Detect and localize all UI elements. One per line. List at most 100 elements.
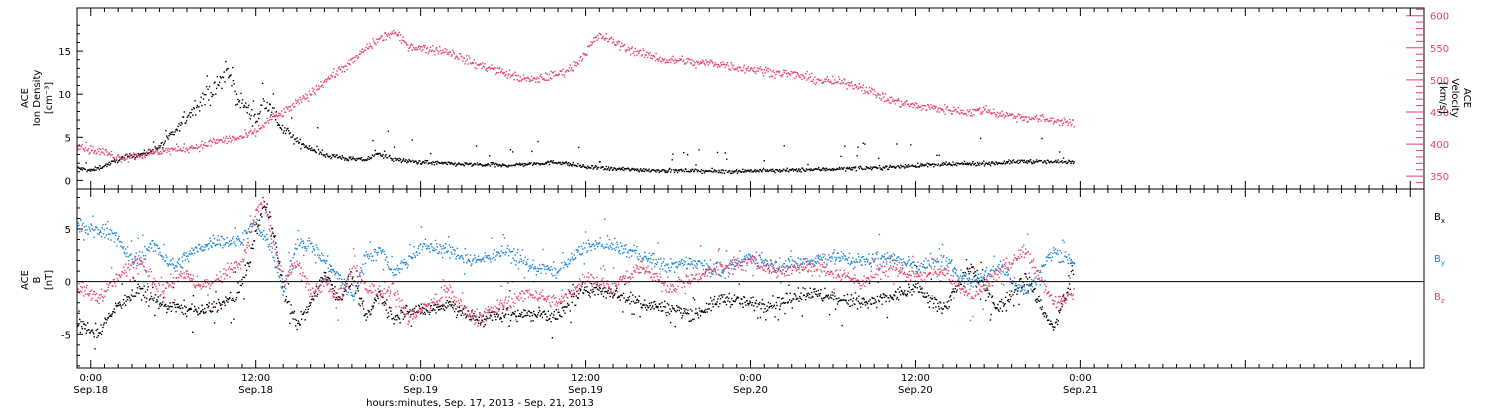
velocity-point — [507, 74, 509, 77]
by-point — [121, 246, 123, 249]
bx-point — [935, 299, 938, 301]
bx-point — [356, 287, 359, 290]
density-point — [1018, 159, 1020, 161]
velocity-point — [791, 72, 793, 74]
bx-point — [370, 313, 372, 315]
by-point — [338, 274, 340, 276]
density-point — [81, 169, 83, 171]
density-point — [1002, 163, 1004, 165]
velocity-point — [643, 56, 646, 59]
velocity-point — [311, 87, 314, 89]
bx-point — [862, 303, 864, 305]
bx-point — [211, 303, 213, 305]
bx-point — [600, 291, 602, 293]
by-point — [271, 247, 274, 249]
density-point — [420, 163, 423, 165]
velocity-tick-label: 350 — [1430, 172, 1449, 183]
bx-point — [287, 283, 290, 285]
by-point — [233, 243, 236, 245]
density-point — [258, 113, 261, 115]
bx-point — [404, 307, 407, 309]
velocity-point — [348, 63, 350, 65]
bx-point — [743, 295, 745, 298]
bx-point — [827, 294, 829, 296]
bx-point — [78, 310, 80, 312]
by-point — [406, 267, 409, 269]
by-point — [160, 255, 163, 257]
bx-point — [223, 300, 225, 302]
density-point — [218, 84, 220, 87]
by-point — [350, 294, 353, 296]
bx-point — [404, 316, 406, 318]
velocity-point — [152, 153, 155, 155]
by-point — [138, 250, 141, 253]
velocity-point — [399, 40, 401, 42]
density-point — [84, 168, 87, 171]
bx-point — [1054, 326, 1056, 328]
bx-point — [592, 290, 595, 293]
by-point — [122, 246, 125, 248]
bx-point — [509, 319, 512, 322]
velocity-point — [138, 155, 140, 157]
density-point — [410, 160, 413, 163]
bx-point — [105, 322, 107, 324]
bx-point — [277, 257, 279, 259]
bx-point — [813, 291, 815, 293]
density-point — [491, 163, 493, 166]
density-point — [967, 163, 969, 166]
by-point — [417, 247, 419, 250]
density-point — [168, 135, 170, 137]
velocity-point — [196, 148, 199, 150]
density-point — [304, 145, 307, 148]
density-point — [185, 120, 188, 122]
density-point — [551, 161, 553, 163]
bx-point — [190, 308, 193, 310]
density-point — [1016, 161, 1018, 163]
bx-point — [110, 315, 113, 317]
density-point — [344, 157, 347, 160]
density-point — [346, 159, 348, 161]
density-point — [776, 169, 778, 171]
bx-point — [786, 293, 788, 295]
velocity-point — [232, 137, 235, 139]
by-point — [259, 232, 262, 234]
bx-point — [128, 297, 131, 299]
by-point — [112, 232, 115, 235]
density-point — [879, 167, 881, 169]
density-point — [724, 152, 726, 154]
by-point — [413, 246, 415, 248]
by-point — [486, 256, 488, 258]
bx-point — [1049, 323, 1051, 325]
bx-point — [208, 305, 210, 307]
density-point — [932, 163, 934, 165]
bx-point — [154, 294, 157, 296]
velocity-point — [637, 52, 640, 54]
velocity-point — [77, 149, 80, 151]
density-point — [512, 151, 514, 153]
density-point — [392, 158, 394, 160]
by-point — [260, 235, 262, 237]
bx-point — [588, 294, 590, 296]
density-point — [466, 163, 469, 165]
bx-point — [744, 301, 746, 304]
bx-point — [881, 303, 883, 305]
bx-point — [487, 317, 489, 320]
bx-point — [164, 304, 166, 306]
velocity-point — [463, 57, 465, 59]
by-point — [150, 247, 153, 249]
velocity-point — [103, 152, 105, 154]
velocity-point — [561, 70, 563, 72]
density-point — [740, 171, 742, 173]
by-point — [89, 230, 91, 232]
by-point — [216, 239, 218, 241]
velocity-axis-label-line1: ACE — [1461, 88, 1472, 108]
density-point — [1004, 163, 1006, 165]
velocity-point — [479, 63, 482, 65]
bx-point — [867, 307, 869, 309]
bx-point — [906, 295, 908, 297]
density-point — [614, 168, 617, 170]
velocity-point — [950, 110, 952, 112]
density-point — [1035, 159, 1038, 161]
density-point — [347, 158, 349, 160]
density-point — [717, 171, 719, 174]
